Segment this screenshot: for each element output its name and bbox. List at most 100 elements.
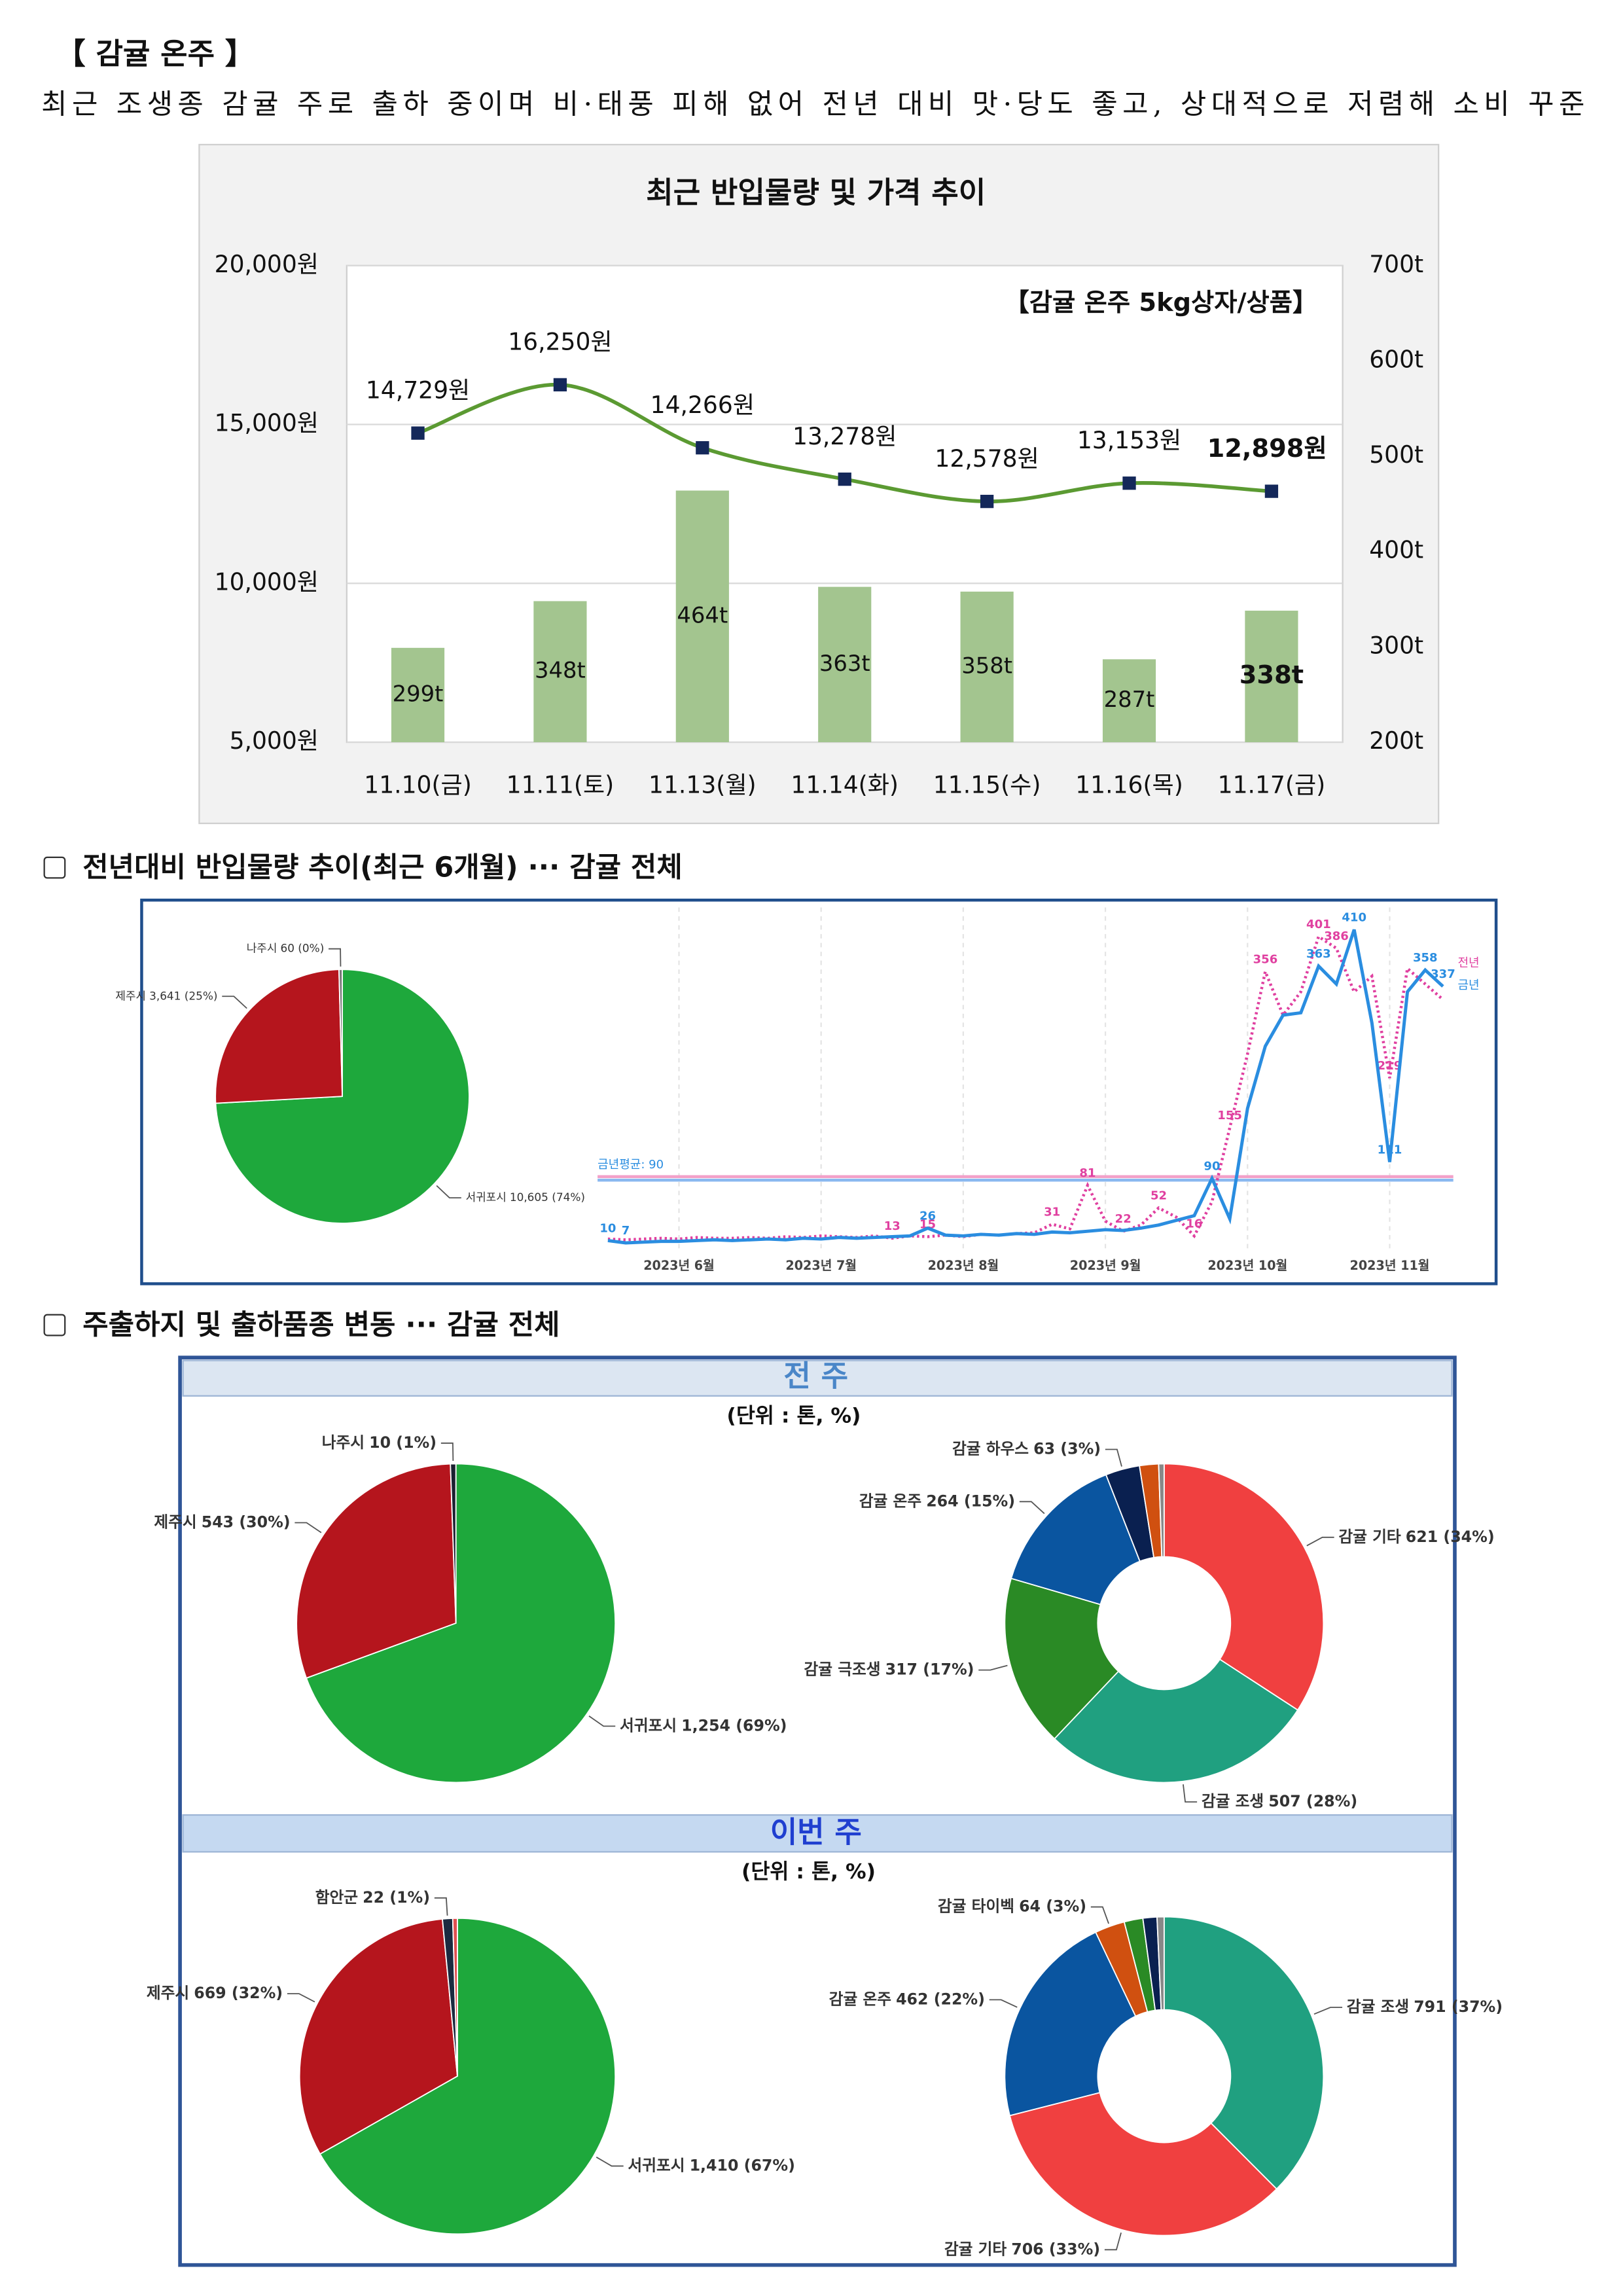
bar-label: 348t xyxy=(535,658,586,683)
price-marker xyxy=(838,472,851,486)
leader-line xyxy=(596,2157,624,2167)
leader-line xyxy=(588,1715,616,1727)
bar xyxy=(533,601,587,743)
slice xyxy=(1163,1463,1325,1711)
slice-category: 감귤 하우스 xyxy=(952,1439,1029,1458)
bar xyxy=(675,490,729,743)
slice-category: 제주시 xyxy=(147,1984,189,2002)
slice-category: 감귤 극조생 xyxy=(804,1660,880,1678)
point-label: 358 xyxy=(1413,951,1438,965)
leader-line xyxy=(978,1664,1008,1671)
series-line xyxy=(607,929,1444,1245)
leader-line xyxy=(1090,1906,1109,1924)
bar-label: 363t xyxy=(819,651,870,676)
slice-label: 제주시 543 (30%) xyxy=(154,1513,290,1531)
x-tick-label: 11.14(화) xyxy=(791,772,899,799)
panel-title: 이번 주 xyxy=(770,1814,862,1849)
slice xyxy=(296,1463,457,1679)
slice-value: 64 (3%) xyxy=(1019,1897,1086,1915)
slice xyxy=(452,1917,458,2077)
leader-line xyxy=(1019,1501,1045,1515)
slice xyxy=(298,1918,458,2155)
bar-label: 287t xyxy=(1104,687,1155,712)
point-label: 401 xyxy=(1306,918,1331,931)
slice-label: 제주시 3,641 (25%) xyxy=(115,989,217,1002)
x-tick-label: 11.15(수) xyxy=(933,772,1041,799)
panel-title: 전 주 xyxy=(783,1359,848,1393)
point-label: 52 xyxy=(1150,1189,1167,1203)
leader-line xyxy=(1313,2007,1343,2015)
slice xyxy=(319,1917,616,2235)
chart-title: 최근 반입물량 및 가격 추이 xyxy=(646,175,986,210)
panel-header xyxy=(182,1814,1453,1853)
slice-category: 나주시 xyxy=(247,942,277,955)
slice-value: 10,605 (74%) xyxy=(510,1191,585,1204)
slice-category: 제주시 xyxy=(154,1513,196,1531)
slice-value: 1,254 (69%) xyxy=(681,1716,787,1734)
point-label: 7 xyxy=(622,1224,630,1238)
x-tick-label: 11.13(월) xyxy=(649,772,757,799)
price-label: 14,729원 xyxy=(366,377,470,404)
slice-label: 감귤 기타 621 (34%) xyxy=(1338,1527,1494,1545)
checkbox xyxy=(43,1314,66,1336)
slice-label: 서귀포시 1,254 (69%) xyxy=(620,1716,787,1734)
slice-label: 감귤 하우스 63 (3%) xyxy=(952,1439,1101,1458)
bar-label: 299t xyxy=(393,681,444,706)
y2-tick-label: 600t xyxy=(1369,346,1423,373)
price-marker xyxy=(696,441,709,455)
point-label: 16 xyxy=(1186,1217,1202,1230)
point-label: 22 xyxy=(1115,1212,1132,1226)
slice-category: 함안군 xyxy=(315,1888,358,1906)
slice-value: 669 (32%) xyxy=(194,1984,283,2002)
x-tick-label: 2023년 11월 xyxy=(1350,1258,1430,1273)
point-label: 363 xyxy=(1306,947,1331,961)
point-label: 410 xyxy=(1342,910,1366,924)
slice xyxy=(1004,1577,1120,1740)
slice-value: 462 (22%) xyxy=(896,1990,985,2008)
price-label: 16,250원 xyxy=(508,329,612,356)
bar-label: 358t xyxy=(961,653,1012,678)
slice xyxy=(338,969,343,1097)
slice-category: 감귤 온주 xyxy=(859,1492,921,1510)
x-tick-label: 11.11(토) xyxy=(507,772,615,799)
point-label: 31 xyxy=(1044,1205,1060,1219)
panel-header xyxy=(182,1359,1453,1397)
slice-category: 서귀포시 xyxy=(628,2156,685,2174)
price-marker xyxy=(1264,484,1279,498)
price-label: 13,153원 xyxy=(1077,427,1181,454)
bar xyxy=(960,591,1014,743)
slice-label: 서귀포시 1,410 (67%) xyxy=(628,2156,794,2174)
point-label: 26 xyxy=(919,1209,936,1223)
checkbox xyxy=(43,856,66,879)
doc-subtitle: 최근 조생종 감귤 주로 출하 중이며 비·태풍 피해 없어 전년 대비 맛·당… xyxy=(41,88,1584,120)
y-tick-label: 10,000원 xyxy=(215,568,319,596)
point-label: 81 xyxy=(1079,1166,1096,1180)
leader-line xyxy=(287,1993,315,2003)
y2-tick-label: 400t xyxy=(1369,537,1423,564)
slice xyxy=(1010,1474,1141,1605)
slice xyxy=(1008,2092,1278,2236)
y-tick-label: 20,000원 xyxy=(215,251,319,278)
price-label: 14,266원 xyxy=(651,391,755,419)
slice-value: 1,410 (67%) xyxy=(690,2156,795,2174)
slice-label: 감귤 극조생 317 (17%) xyxy=(804,1660,974,1678)
price-label: 12,578원 xyxy=(935,445,1039,473)
x-tick-label: 11.16(목) xyxy=(1075,772,1183,799)
slice-value: 264 (15%) xyxy=(926,1492,1015,1510)
price-marker xyxy=(980,494,994,509)
legend-entry: 금년 xyxy=(1457,978,1479,992)
x-tick-label: 2023년 9월 xyxy=(1070,1258,1141,1273)
slice xyxy=(1156,1916,1165,2011)
slice-value: 507 (28%) xyxy=(1268,1792,1357,1810)
slice-label: 서귀포시 10,605 (74%) xyxy=(466,1191,585,1204)
leader-line xyxy=(1104,2232,1122,2251)
slice-category: 서귀포시 xyxy=(466,1191,507,1204)
point-label: 111 xyxy=(1378,1143,1402,1157)
bar xyxy=(818,586,872,743)
slice xyxy=(215,969,343,1104)
unit-label: (단위 : 톤, %) xyxy=(741,1860,876,1884)
x-tick-label: 2023년 7월 xyxy=(785,1258,857,1273)
slice-label: 감귤 조생 791 (37%) xyxy=(1347,1998,1503,2016)
slice-category: 감귤 조생 xyxy=(1347,1998,1409,2016)
slice-category: 감귤 기타 xyxy=(1338,1527,1401,1545)
